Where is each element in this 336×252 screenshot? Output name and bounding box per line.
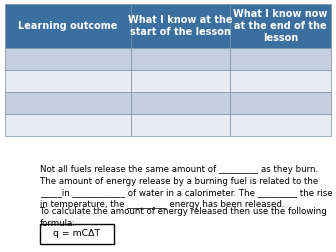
Text: Learning outcome: Learning outcome [18, 21, 118, 31]
Bar [5, 48, 130, 70]
Bar [130, 4, 230, 48]
Bar [130, 114, 230, 136]
Bar [130, 70, 230, 92]
Text: q = mCΔT: q = mCΔT [53, 230, 100, 238]
Bar [230, 70, 331, 92]
Bar [5, 70, 130, 92]
Bar [230, 114, 331, 136]
Bar [5, 114, 130, 136]
Bar [5, 92, 130, 114]
Text: Not all fuels release the same amount of _________ as they burn.
The amount of e: Not all fuels release the same amount of… [40, 165, 333, 209]
Bar [230, 92, 331, 114]
Bar [230, 48, 331, 70]
Text: What I know now
at the end of the
lesson: What I know now at the end of the lesson [233, 9, 328, 43]
Text: To calculate the amount of energy released then use the following
formula:: To calculate the amount of energy releas… [40, 207, 327, 228]
Text: What I know at the
start of the lesson: What I know at the start of the lesson [128, 15, 233, 37]
Bar [130, 92, 230, 114]
Bar [130, 48, 230, 70]
Bar [5, 4, 130, 48]
Bar [230, 4, 331, 48]
Bar [40, 224, 114, 244]
